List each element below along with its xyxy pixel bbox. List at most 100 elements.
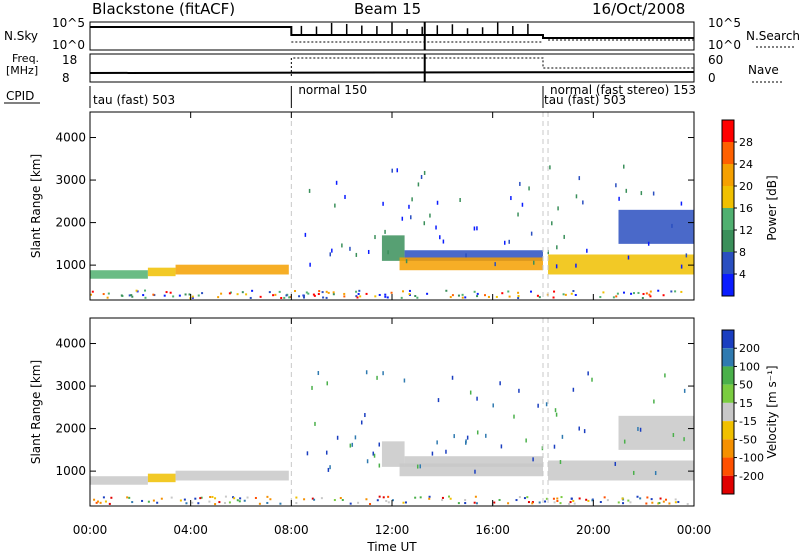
speckle	[466, 435, 469, 440]
colorbar-segment	[722, 439, 734, 458]
speckle	[642, 292, 645, 295]
scatter-region	[399, 257, 543, 271]
speckle	[152, 499, 155, 502]
speckle	[384, 229, 386, 234]
y-tick-label: 1000	[55, 464, 86, 478]
speckle	[313, 498, 316, 501]
speckle	[396, 168, 399, 173]
speckle	[545, 497, 548, 500]
speckle	[439, 235, 441, 240]
speckle	[623, 164, 625, 169]
speckle	[183, 498, 186, 501]
speckle	[649, 290, 652, 293]
speckle	[531, 501, 534, 504]
speckle	[194, 497, 197, 500]
speckle	[130, 294, 133, 297]
speckle	[365, 498, 368, 501]
speckle	[639, 427, 642, 432]
date-label: 16/Oct/2008	[592, 0, 685, 18]
speckle	[251, 289, 254, 292]
freq-label-1: Freq.	[12, 52, 39, 65]
x-tick-label: 08:00	[274, 523, 309, 537]
speckle	[646, 496, 649, 499]
speckle	[572, 387, 575, 392]
speckle	[336, 435, 339, 440]
speckle	[578, 497, 581, 500]
speckle	[527, 501, 530, 504]
speckle	[476, 226, 478, 231]
speckle	[532, 457, 534, 462]
x-tick-label: 20:00	[576, 523, 611, 537]
speckle	[510, 196, 512, 201]
speckle	[570, 497, 573, 500]
speckle	[436, 440, 438, 445]
speckle	[637, 291, 640, 294]
speckle	[322, 296, 325, 299]
speckle	[457, 294, 460, 297]
speckle	[90, 293, 93, 296]
speckle	[402, 501, 405, 504]
speckle	[390, 291, 393, 294]
speckle	[464, 502, 467, 505]
colorbar-segment	[722, 274, 734, 296]
speckle	[664, 373, 666, 378]
speckle	[279, 502, 282, 505]
speckle	[521, 202, 524, 207]
speckle	[200, 496, 203, 499]
speckle	[184, 293, 187, 296]
colorbar-tick-label: 28	[739, 136, 753, 149]
speckle	[568, 502, 571, 505]
speckle	[475, 502, 478, 505]
colorbar-label: Velocity [m s⁻¹]	[765, 365, 779, 458]
speckle	[191, 501, 194, 504]
speckle	[423, 221, 426, 226]
speckle	[91, 290, 94, 293]
speckle	[355, 290, 358, 293]
speckle	[674, 290, 677, 293]
speckle	[614, 461, 617, 466]
speckle	[274, 293, 277, 296]
speckle	[304, 232, 307, 237]
speckle	[599, 501, 602, 504]
speckle	[95, 501, 98, 504]
speckle	[636, 495, 639, 498]
speckle	[649, 295, 652, 298]
speckle	[517, 291, 520, 294]
speckle	[445, 449, 447, 454]
speckle	[97, 500, 100, 503]
speckle	[303, 498, 306, 501]
speckle	[551, 221, 553, 226]
y-tick-label: 2000	[55, 422, 86, 436]
speckle	[266, 501, 269, 504]
nsky-trace	[90, 26, 694, 39]
speckle	[214, 503, 217, 506]
cpid-segment-label: normal 150	[298, 83, 367, 97]
scatter-region	[399, 463, 543, 477]
speckle	[356, 296, 359, 299]
speckle	[220, 292, 223, 295]
speckle	[671, 223, 673, 228]
speckle	[420, 174, 423, 179]
speckle	[199, 497, 202, 500]
speckle	[408, 289, 411, 292]
speckle	[501, 292, 504, 295]
y-tick-label: 2000	[55, 216, 86, 230]
speckle	[341, 243, 343, 248]
nave-tick-bottom: 0	[708, 71, 716, 85]
speckle	[156, 501, 159, 504]
speckle	[575, 263, 577, 268]
speckle	[403, 378, 406, 383]
speckle	[223, 501, 226, 504]
speckle	[552, 497, 555, 500]
speckle	[683, 437, 685, 442]
speckle	[341, 499, 344, 502]
speckle	[208, 500, 211, 503]
speckle	[508, 295, 511, 298]
speckle	[298, 295, 301, 298]
speckle	[513, 414, 515, 419]
speckle	[391, 499, 394, 502]
speckle	[531, 502, 534, 505]
speckle	[332, 293, 335, 296]
speckle	[654, 471, 657, 476]
speckle	[657, 289, 660, 292]
